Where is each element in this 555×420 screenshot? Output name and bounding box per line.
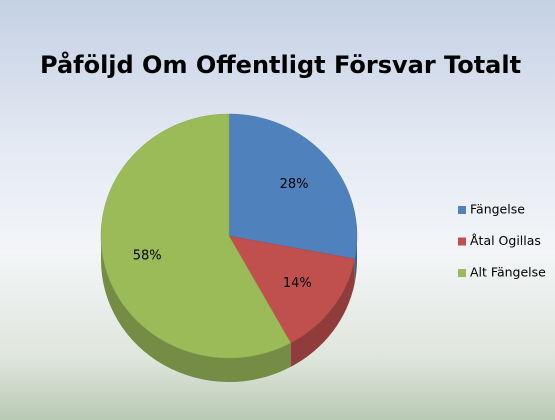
pie-slice	[228, 113, 358, 260]
pie-side	[101, 236, 291, 382]
legend-label: Åtal Ogillas	[470, 233, 541, 248]
legend-swatch	[458, 206, 466, 214]
pie-side	[290, 258, 355, 367]
data-label: 58%	[133, 249, 162, 264]
legend-label: Alt Fängelse	[470, 265, 546, 280]
legend-swatch	[458, 269, 466, 277]
chart-title: Påföljd Om Offentligt Försvar Totalt	[40, 50, 521, 79]
pie-slice	[100, 113, 292, 359]
data-label: 28%	[280, 177, 309, 192]
legend-swatch	[458, 237, 466, 246]
pie-slice	[228, 235, 356, 344]
legend-label: Fängelse	[470, 202, 525, 217]
data-label: 14%	[283, 276, 312, 291]
